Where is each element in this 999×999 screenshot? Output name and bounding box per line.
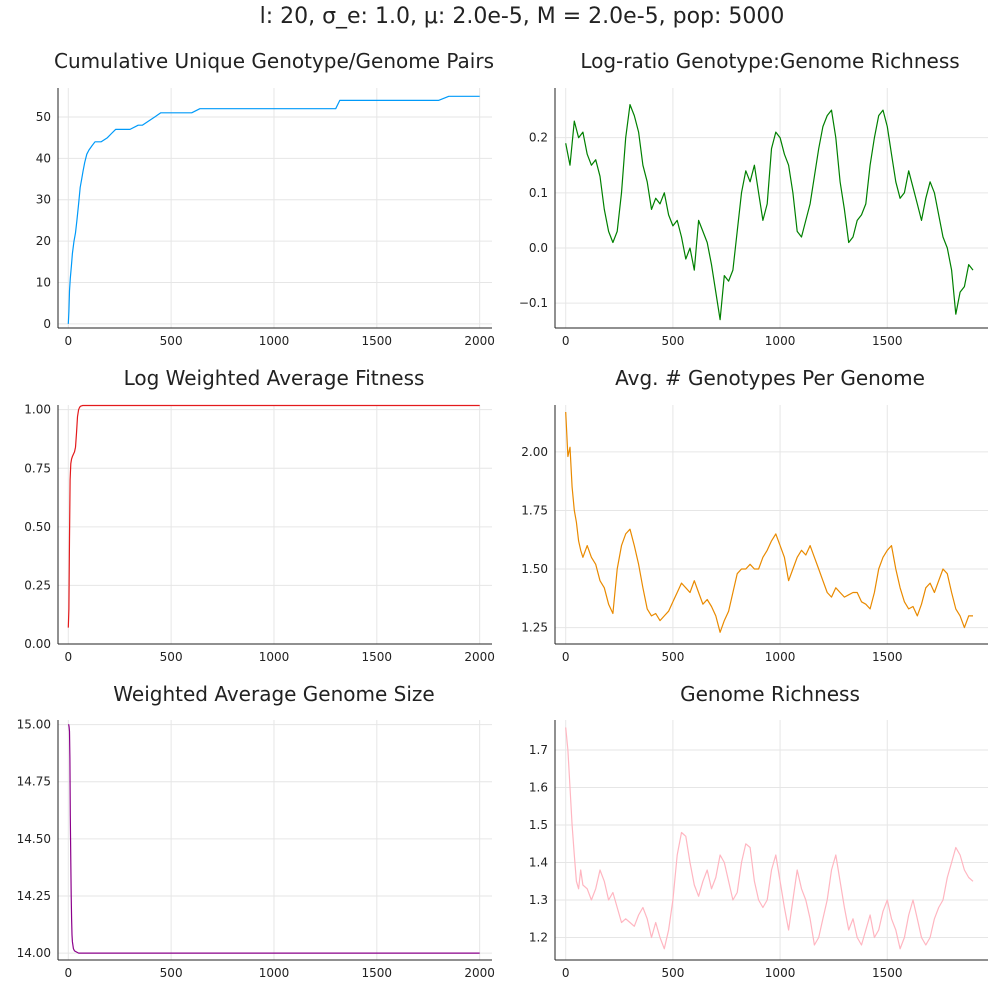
chart-title: Weighted Average Genome Size	[113, 682, 434, 706]
chart-title: Log Weighted Average Fitness	[124, 366, 425, 390]
series-line	[67, 404, 480, 628]
chart-panel-4: Avg. # Genotypes Per Genome 0 500 1000 1500 1…	[521, 366, 988, 664]
series-line	[565, 727, 974, 950]
x-tick-label: 2000	[464, 966, 495, 980]
y-tick-label: 0.1	[529, 186, 548, 200]
x-tick-label: 0	[64, 650, 72, 664]
chart-panel-1: Cumulative Unique Genotype/Genome Pairs 0…	[36, 49, 495, 348]
chart-title: Log-ratio Genotype:Genome Richness	[580, 49, 959, 73]
chart-title: Avg. # Genotypes Per Genome	[615, 366, 925, 390]
x-tick-label: 500	[160, 966, 183, 980]
x-tick-label: 1500	[362, 650, 393, 664]
chart-title: Cumulative Unique Genotype/Genome Pairs	[54, 49, 494, 73]
y-tick-label: 14.50	[17, 832, 51, 846]
y-tick-label: 0.00	[24, 637, 51, 651]
y-tick-label: 14.25	[17, 889, 51, 903]
series-line	[67, 95, 480, 324]
x-tick-label: 1000	[259, 966, 290, 980]
y-tick-label: 0.0	[529, 241, 548, 255]
y-tick-label: 2.00	[521, 445, 548, 459]
chart-panel-5: Weighted Average Genome Size 0 500 1000 1500…	[17, 682, 495, 980]
x-tick-label: 2000	[464, 334, 495, 348]
y-tick-label: 0.2	[529, 131, 548, 145]
y-tick-label: 1.4	[529, 856, 548, 870]
chart-panel-3: Log Weighted Average Fitness 0 500 1000 1500…	[24, 366, 495, 664]
y-tick-label: 1.5	[529, 818, 548, 832]
series-line	[565, 411, 973, 633]
x-tick-label: 500	[160, 334, 183, 348]
x-tick-label: 500	[661, 966, 684, 980]
x-tick-label: 1500	[362, 966, 393, 980]
x-tick-label: 0	[562, 334, 570, 348]
y-tick-label: 0.50	[24, 520, 51, 534]
x-tick-label: 1000	[765, 650, 796, 664]
y-tick-label: 14.00	[17, 946, 51, 960]
y-tick-label: 1.50	[521, 562, 548, 576]
y-tick-label: 0.25	[24, 578, 51, 592]
y-tick-label: 1.7	[529, 743, 548, 757]
chart-panel-6: Genome Richness 0 500 1000 1500 1.2 1.3 1.4 1.5 1…	[529, 682, 988, 980]
y-tick-label: 30	[36, 193, 51, 207]
figure-suptitle: l: 20, σ_e: 1.0, μ: 2.0e-5, M = 2.0e-5, …	[260, 4, 785, 29]
x-tick-label: 1000	[765, 966, 796, 980]
x-tick-label: 2000	[464, 650, 495, 664]
x-tick-label: 500	[160, 650, 183, 664]
y-tick-label: 0	[43, 317, 51, 331]
x-tick-label: 1000	[259, 650, 290, 664]
y-tick-label: 1.75	[521, 503, 548, 517]
x-tick-label: 1000	[259, 334, 290, 348]
y-tick-label: 10	[36, 275, 51, 289]
x-tick-label: 1500	[362, 334, 393, 348]
x-tick-label: 1500	[872, 966, 903, 980]
y-tick-label: 50	[36, 110, 51, 124]
y-tick-label: 1.2	[529, 931, 548, 945]
x-tick-label: 0	[64, 966, 72, 980]
y-tick-label: 20	[36, 234, 51, 248]
y-tick-label: 1.6	[529, 781, 548, 795]
x-tick-label: 0	[562, 966, 570, 980]
y-tick-label: 1.3	[529, 893, 548, 907]
x-tick-label: 500	[661, 334, 684, 348]
chart-title: Genome Richness	[680, 682, 860, 706]
series-line	[565, 103, 974, 321]
y-tick-label: −0.1	[519, 296, 548, 310]
y-tick-label: 15.00	[17, 718, 51, 732]
series-line	[68, 723, 480, 954]
y-tick-label: 1.25	[521, 621, 548, 635]
chart-panel-2: Log-ratio Genotype:Genome Richness 0 500 10…	[519, 49, 988, 348]
x-tick-label: 0	[562, 650, 570, 664]
y-tick-label: 14.75	[17, 775, 51, 789]
y-tick-label: 40	[36, 151, 51, 165]
x-tick-label: 1000	[765, 334, 796, 348]
y-tick-label: 0.75	[24, 461, 51, 475]
x-tick-label: 1500	[872, 650, 903, 664]
x-tick-label: 500	[661, 650, 684, 664]
panels: Cumulative Unique Genotype/Genome Pairs 0…	[17, 49, 988, 980]
x-tick-label: 1500	[872, 334, 903, 348]
y-tick-label: 1.00	[24, 403, 51, 417]
x-tick-label: 0	[64, 334, 72, 348]
